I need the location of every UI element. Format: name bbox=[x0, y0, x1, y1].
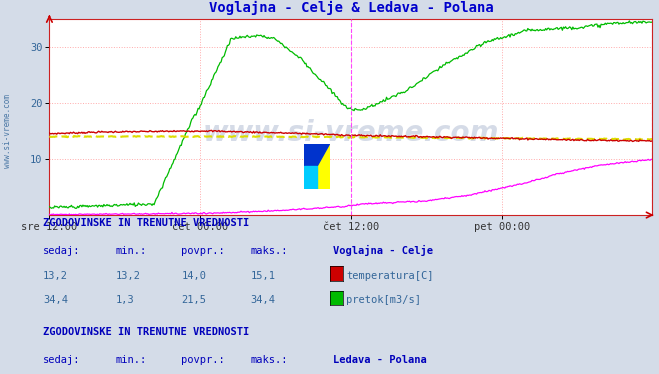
Text: povpr.:: povpr.: bbox=[181, 355, 225, 365]
Polygon shape bbox=[304, 144, 330, 189]
Text: ZGODOVINSKE IN TRENUTNE VREDNOSTI: ZGODOVINSKE IN TRENUTNE VREDNOSTI bbox=[43, 327, 249, 337]
Text: 21,5: 21,5 bbox=[181, 295, 206, 305]
Text: 34,4: 34,4 bbox=[43, 295, 68, 305]
Text: povpr.:: povpr.: bbox=[181, 246, 225, 256]
Text: min.:: min.: bbox=[115, 355, 146, 365]
Text: 14,0: 14,0 bbox=[181, 271, 206, 280]
Text: 34,4: 34,4 bbox=[250, 295, 275, 305]
Text: 1,3: 1,3 bbox=[115, 295, 134, 305]
Text: pretok[m3/s]: pretok[m3/s] bbox=[346, 295, 421, 305]
Text: Voglajna - Celje: Voglajna - Celje bbox=[333, 245, 433, 256]
Text: 15,1: 15,1 bbox=[250, 271, 275, 280]
Text: 13,2: 13,2 bbox=[115, 271, 140, 280]
Text: min.:: min.: bbox=[115, 246, 146, 256]
Text: Ledava - Polana: Ledava - Polana bbox=[333, 355, 426, 365]
Text: sedaj:: sedaj: bbox=[43, 355, 80, 365]
Text: ZGODOVINSKE IN TRENUTNE VREDNOSTI: ZGODOVINSKE IN TRENUTNE VREDNOSTI bbox=[43, 218, 249, 228]
Title: Voglajna - Celje & Ledava - Polana: Voglajna - Celje & Ledava - Polana bbox=[208, 1, 494, 15]
Text: maks.:: maks.: bbox=[250, 246, 288, 256]
Text: 13,2: 13,2 bbox=[43, 271, 68, 280]
Text: www.si-vreme.com: www.si-vreme.com bbox=[203, 119, 499, 147]
Polygon shape bbox=[304, 166, 317, 189]
Text: maks.:: maks.: bbox=[250, 355, 288, 365]
Polygon shape bbox=[304, 144, 330, 189]
Text: temperatura[C]: temperatura[C] bbox=[346, 271, 434, 280]
Text: sedaj:: sedaj: bbox=[43, 246, 80, 256]
Text: www.si-vreme.com: www.si-vreme.com bbox=[3, 94, 13, 168]
